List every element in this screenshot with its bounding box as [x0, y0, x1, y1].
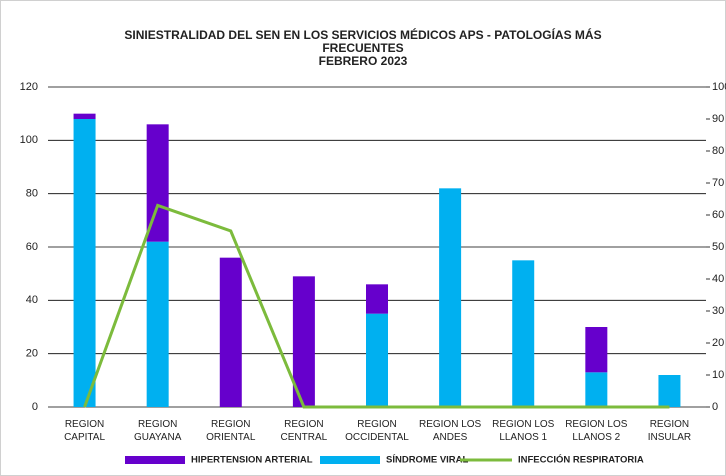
- bar: [366, 313, 388, 407]
- bar: [146, 241, 169, 407]
- y-tick-label: 40: [26, 294, 38, 306]
- bar: [366, 284, 388, 314]
- legend-label: INFECCIÓN RESPIRATORIA: [518, 454, 644, 466]
- x-tick-label: REGION OCCIDENTAL: [345, 419, 409, 443]
- y2-tick-label: 80: [712, 145, 724, 157]
- bar: [219, 257, 242, 407]
- y-tick-label: 0: [32, 401, 38, 413]
- legend-swatch: [320, 456, 380, 464]
- legend-label: SÍNDROME VIRAL: [386, 455, 469, 466]
- x-tick-label: REGION CAPITAL: [64, 419, 105, 443]
- y2-tick-label: 60: [712, 209, 724, 221]
- y2-tick-label: 40: [712, 273, 724, 285]
- x-tick-label: REGION CENTRAL: [281, 419, 328, 443]
- line-series: [83, 203, 670, 409]
- x-tick-label: REGION LOS LLANOS 2: [565, 419, 628, 443]
- x-tick-label: REGION ORIENTAL: [206, 419, 256, 443]
- x-tick-label: REGION INSULAR: [648, 419, 691, 443]
- legend-label: HIPERTENSION ARTERIAL: [191, 455, 313, 466]
- y-tick-label: 80: [26, 188, 38, 200]
- bar: [658, 375, 681, 407]
- y-tick-label: 60: [26, 241, 38, 253]
- bar: [585, 372, 608, 407]
- chart-subtitle: FEBRERO 2023: [319, 54, 408, 68]
- y-tick-label: 20: [26, 348, 38, 360]
- y2-tick-label: 0: [712, 401, 718, 413]
- bar: [146, 124, 169, 242]
- chart-title: SINIESTRALIDAD DEL SEN EN LOS SERVICIOS …: [124, 27, 601, 55]
- y2-tick-label: 50: [712, 241, 724, 253]
- y2-tick-label: 20: [712, 337, 724, 349]
- bar: [292, 276, 315, 407]
- y2-tick-label: 30: [712, 305, 724, 317]
- bar: [73, 119, 96, 407]
- y-tick-label: 120: [20, 81, 38, 93]
- legend-swatch: [125, 456, 185, 464]
- y2-tick-label: 10: [712, 369, 724, 381]
- x-tick-label: REGION LOS LLANOS 1: [492, 419, 555, 443]
- bar: [585, 327, 608, 373]
- y2-tick-label: 70: [712, 177, 724, 189]
- x-tick-label: REGION GUAYANA: [134, 419, 182, 443]
- bar: [439, 188, 462, 407]
- y2-tick-label: 100: [712, 81, 726, 93]
- x-tick-label: REGION LOS ANDES: [419, 419, 482, 443]
- bar: [512, 260, 535, 407]
- y-tick-label: 100: [20, 134, 38, 146]
- y2-tick-label: 90: [712, 113, 724, 125]
- bar: [73, 113, 96, 119]
